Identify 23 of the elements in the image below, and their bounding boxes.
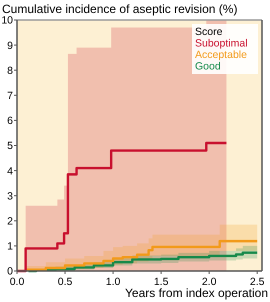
x-tick-label: 2.5 — [250, 276, 265, 288]
y-tick-label: 8 — [7, 64, 14, 77]
x-tick-label: 0.0 — [10, 276, 24, 288]
x-tick-label: 0.5 — [58, 276, 72, 288]
text: Suboptimal — [195, 38, 248, 50]
x-axis-title: Years from index operation — [125, 286, 268, 300]
y-tick-label: 7 — [7, 90, 14, 102]
legend-title: Score — [195, 26, 223, 38]
text: Acceptable — [195, 49, 248, 61]
y-tick-label: 0 — [7, 266, 14, 278]
x-tick-label: 1.0 — [106, 276, 121, 288]
y-tick-label: 2 — [7, 215, 14, 228]
chart-title: Cumulative incidence of aseptic revision (%) — [2, 2, 238, 16]
y-tick-label: 5 — [7, 140, 14, 152]
y-tick-label: 9 — [7, 40, 14, 52]
y-tick-label: 1 — [7, 240, 14, 253]
y-tick-label: 6 — [7, 115, 14, 128]
x-tick-label: 1.5 — [154, 276, 169, 288]
y-tick-label: 4 — [7, 165, 14, 178]
text: Good — [195, 60, 221, 72]
y-tick-label: 10 — [1, 14, 14, 27]
y-tick-label: 3 — [7, 190, 14, 202]
x-tick-label: 2.0 — [202, 276, 217, 288]
